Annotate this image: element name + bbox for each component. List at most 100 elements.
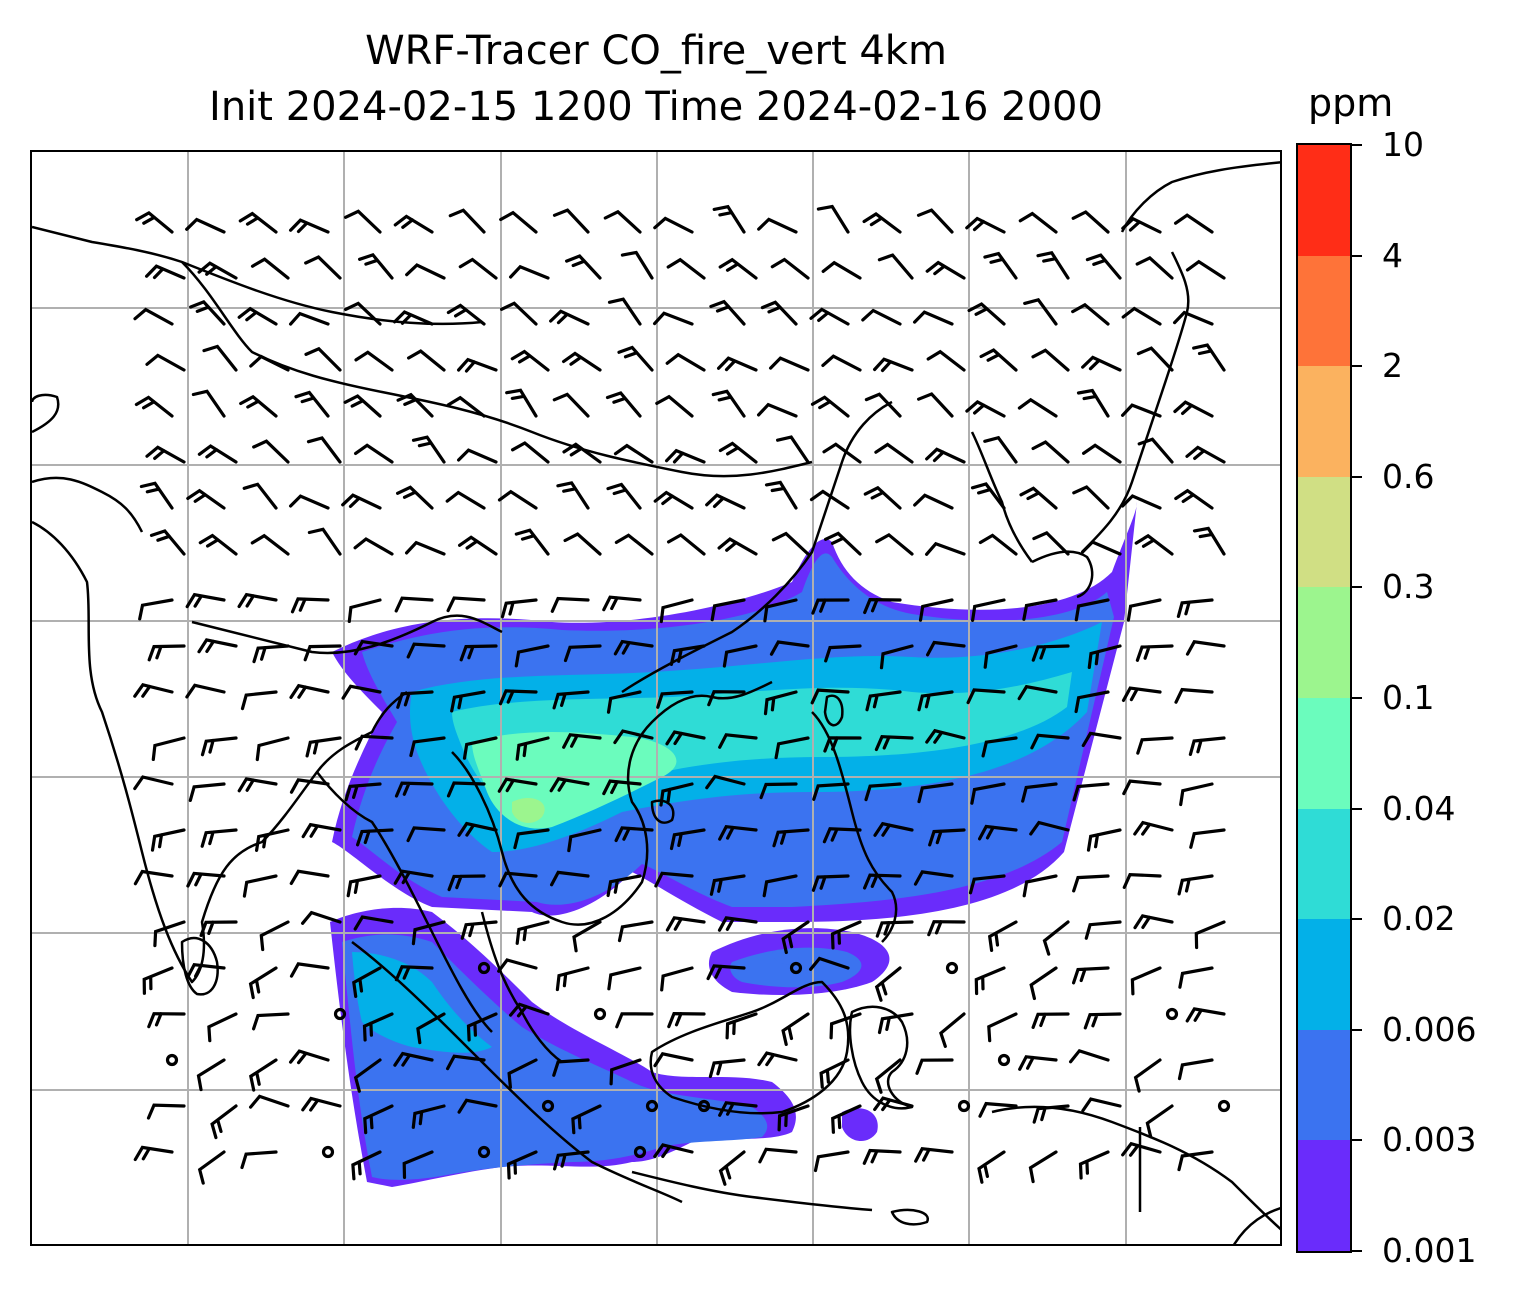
wind-barb <box>1173 310 1214 326</box>
wind-barb <box>1189 828 1226 849</box>
wind-barb <box>821 260 862 280</box>
wind-barb <box>552 690 590 710</box>
wind-barb <box>507 1058 538 1089</box>
wind-barb <box>446 303 486 326</box>
wind-barb <box>252 1012 290 1031</box>
calm-wind-marker <box>633 1145 647 1159</box>
wind-barb <box>862 212 902 234</box>
wind-barb <box>347 598 382 623</box>
wind-barb <box>1185 640 1226 656</box>
wind-barb <box>1072 485 1110 510</box>
wind-barb <box>925 541 966 556</box>
wind-barb <box>1136 736 1174 755</box>
wind-barb <box>446 596 486 613</box>
calm-wind-marker <box>697 1099 711 1113</box>
wind-barb <box>925 728 966 744</box>
wind-barb <box>1032 530 1070 556</box>
wind-barb <box>875 532 914 556</box>
wind-barb <box>196 1058 226 1092</box>
wind-barb <box>393 214 434 234</box>
wind-barb <box>405 263 446 280</box>
wind-barb <box>197 638 238 654</box>
colorbar-segment <box>1298 918 1350 1030</box>
wind-barb <box>971 598 1006 622</box>
wind-barb <box>458 535 498 556</box>
wind-barb <box>965 216 1006 234</box>
wind-barb <box>133 869 174 886</box>
wind-barb <box>617 920 654 943</box>
colorbar-tick-label: 0.1 <box>1382 678 1435 717</box>
wind-barb <box>394 781 434 798</box>
wind-barb <box>552 1058 590 1077</box>
wind-barb <box>145 445 186 464</box>
wind-barb <box>353 915 394 931</box>
wind-barb <box>407 349 446 372</box>
wind-barb <box>514 644 550 668</box>
colorbar-segment <box>1298 365 1350 477</box>
wind-barb <box>1019 486 1058 510</box>
wind-barb <box>1126 598 1162 622</box>
border-mongolia <box>181 261 813 478</box>
wind-barb <box>146 1103 186 1120</box>
wind-barb <box>874 735 914 752</box>
wind-barb <box>150 828 186 852</box>
wind-barb <box>819 1058 850 1089</box>
colorbar-tick <box>1352 697 1362 699</box>
wind-barb <box>572 920 602 953</box>
wind-barb <box>1071 210 1110 234</box>
wind-barb <box>606 482 642 510</box>
colorbar-segment <box>1298 255 1350 367</box>
wind-barb <box>1072 782 1110 802</box>
wind-barb <box>250 533 290 556</box>
wind-barb <box>242 874 278 898</box>
calm-wind-marker <box>541 1099 555 1113</box>
wind-barb <box>514 528 550 556</box>
wind-barb <box>1031 348 1070 372</box>
coastline-indochina <box>451 680 773 926</box>
wind-barb <box>1031 1012 1070 1029</box>
wind-barb <box>602 779 642 796</box>
wind-barb <box>505 388 538 418</box>
colorbar-segment <box>1298 1029 1350 1141</box>
colorbar-tick-label: 0.001 <box>1382 1231 1477 1270</box>
wind-barb <box>394 596 434 613</box>
wind-barb <box>764 480 798 510</box>
wind-barb <box>1081 540 1122 556</box>
wind-barb <box>1145 1104 1174 1139</box>
wind-barb <box>762 874 798 898</box>
wind-barb <box>1130 966 1162 996</box>
wind-barb <box>290 597 330 614</box>
wind-barb <box>864 392 902 418</box>
wind-barb <box>289 494 330 510</box>
wind-barb <box>411 435 446 464</box>
wind-barb <box>457 821 498 837</box>
wind-barb <box>1135 255 1174 280</box>
wind-barb <box>831 1104 862 1134</box>
coastline-kyushu <box>1031 550 1094 599</box>
wind-barb <box>718 1101 758 1117</box>
wind-barb <box>987 920 1018 952</box>
wind-barb <box>1042 920 1070 956</box>
wind-barb <box>289 778 330 794</box>
wind-barb <box>1023 297 1058 326</box>
wind-barb <box>151 736 186 761</box>
wind-barb <box>255 828 290 852</box>
wind-barb <box>509 1002 550 1018</box>
wind-barb <box>1185 259 1226 280</box>
wind-barb <box>665 916 706 932</box>
wind-barb <box>667 533 706 556</box>
wind-barb <box>186 871 226 888</box>
wind-barb <box>822 827 862 844</box>
wind-barb <box>653 216 694 234</box>
wind-barb <box>393 869 434 885</box>
wind-barb <box>669 644 706 666</box>
wind-barb <box>301 910 342 925</box>
wind-barb <box>1137 437 1174 464</box>
wind-barb <box>813 1150 850 1173</box>
colorbar-segment <box>1298 476 1350 588</box>
colorbar-tick-label: 0.006 <box>1382 1009 1477 1049</box>
wind-barb <box>142 966 174 995</box>
wind-barb <box>864 782 902 802</box>
wind-barb <box>562 442 602 464</box>
colorbar-tick <box>1352 807 1362 810</box>
